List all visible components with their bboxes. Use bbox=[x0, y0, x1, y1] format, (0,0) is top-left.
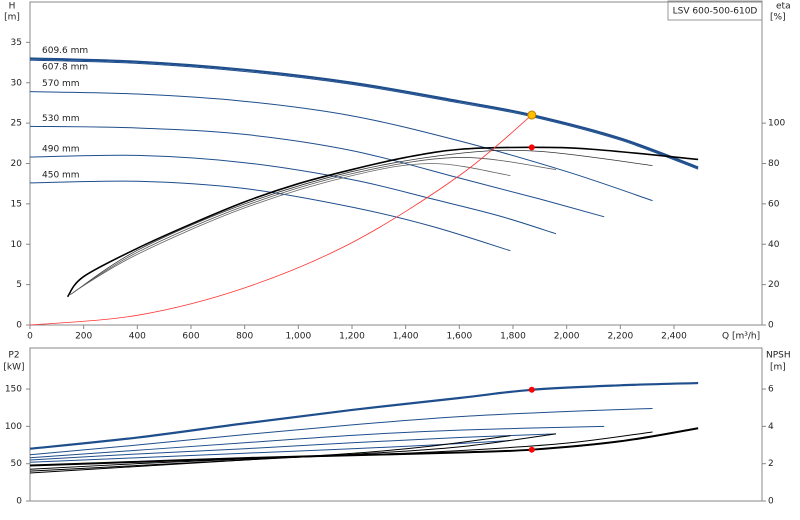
y-tick-label: 35 bbox=[11, 38, 22, 48]
x-tick-label: 200 bbox=[75, 332, 92, 342]
curve bbox=[29, 125, 605, 218]
curve bbox=[72, 157, 556, 294]
curve-label: 530 mm bbox=[42, 114, 80, 124]
y2-label: eta bbox=[776, 2, 791, 12]
curve bbox=[29, 435, 511, 474]
operating-point bbox=[528, 386, 535, 393]
curve bbox=[29, 114, 533, 326]
curve bbox=[29, 91, 653, 202]
operating-point bbox=[528, 446, 535, 453]
x-tick-label: 2,200 bbox=[607, 332, 633, 342]
y2-tick-label: 0 bbox=[768, 497, 774, 507]
plot-area bbox=[29, 1, 763, 326]
curve bbox=[29, 440, 511, 463]
x-tick-label: 800 bbox=[236, 332, 253, 342]
curve bbox=[66, 146, 699, 298]
curve bbox=[29, 381, 699, 450]
curve bbox=[29, 427, 699, 467]
curve bbox=[29, 154, 557, 235]
curve-label: 450 mm bbox=[42, 170, 80, 180]
y2-tick-label: 6 bbox=[768, 385, 774, 395]
y-tick-label: 10 bbox=[11, 240, 23, 250]
x-tick-label: 2,400 bbox=[661, 332, 687, 342]
y2-unit: [%] bbox=[770, 13, 786, 23]
curve bbox=[29, 59, 699, 170]
chart-title: LSV 600-500-610D bbox=[673, 7, 758, 17]
curve-label: 490 mm bbox=[42, 145, 80, 155]
curve bbox=[29, 431, 653, 470]
curve-label: 570 mm bbox=[42, 79, 80, 89]
curve bbox=[29, 433, 556, 461]
curve-label: 607.8 mm bbox=[42, 63, 88, 73]
y2-tick-label: 60 bbox=[768, 199, 780, 209]
y-unit: [m] bbox=[4, 13, 20, 23]
y-tick-label: 30 bbox=[11, 78, 23, 88]
x-tick-label: 0 bbox=[27, 332, 33, 342]
x-tick-label: 1,600 bbox=[446, 332, 472, 342]
x-tick-label: 600 bbox=[182, 332, 199, 342]
curve bbox=[29, 407, 653, 456]
y2-tick-label: 2 bbox=[768, 459, 774, 469]
y-tick-label: 0 bbox=[16, 497, 22, 507]
y2-unit: [m] bbox=[770, 363, 786, 373]
y2-tick-label: 20 bbox=[768, 280, 780, 290]
y-tick-label: 15 bbox=[11, 199, 22, 209]
y2-tick-label: 80 bbox=[768, 159, 780, 169]
y2-tick-label: 4 bbox=[768, 422, 774, 432]
y-tick-label: 0 bbox=[16, 321, 22, 331]
y-unit: [kW] bbox=[3, 363, 24, 373]
curve bbox=[29, 425, 605, 459]
y-label: P2 bbox=[8, 351, 19, 361]
x-tick-label: 2,000 bbox=[554, 332, 580, 342]
curve bbox=[75, 163, 511, 292]
x-tick-label: 400 bbox=[129, 332, 146, 342]
curve bbox=[29, 180, 511, 252]
y-tick-label: 100 bbox=[5, 422, 22, 432]
y-tick-label: 5 bbox=[16, 280, 22, 290]
x-tick-label: 1,400 bbox=[393, 332, 419, 342]
y-label: H bbox=[9, 2, 16, 12]
y2-tick-label: 40 bbox=[768, 240, 780, 250]
y-tick-label: 50 bbox=[11, 459, 23, 469]
curve bbox=[29, 57, 699, 169]
y-tick-label: 25 bbox=[11, 119, 22, 129]
plot-area bbox=[29, 347, 763, 502]
x-label: Q [m³/h] bbox=[722, 332, 760, 342]
y-tick-label: 20 bbox=[11, 159, 23, 169]
x-tick-label: 1,800 bbox=[500, 332, 526, 342]
y2-label: NPSH bbox=[766, 351, 791, 361]
operating-point bbox=[527, 110, 537, 120]
y-tick-label: 150 bbox=[5, 385, 22, 395]
curve bbox=[70, 149, 653, 296]
y2-tick-label: 0 bbox=[768, 321, 774, 331]
x-tick-label: 1,000 bbox=[285, 332, 311, 342]
y2-tick-label: 100 bbox=[768, 119, 785, 129]
curve-label: 609.6 mm bbox=[42, 46, 88, 56]
operating-point bbox=[528, 144, 535, 151]
x-tick-label: 1,200 bbox=[339, 332, 365, 342]
